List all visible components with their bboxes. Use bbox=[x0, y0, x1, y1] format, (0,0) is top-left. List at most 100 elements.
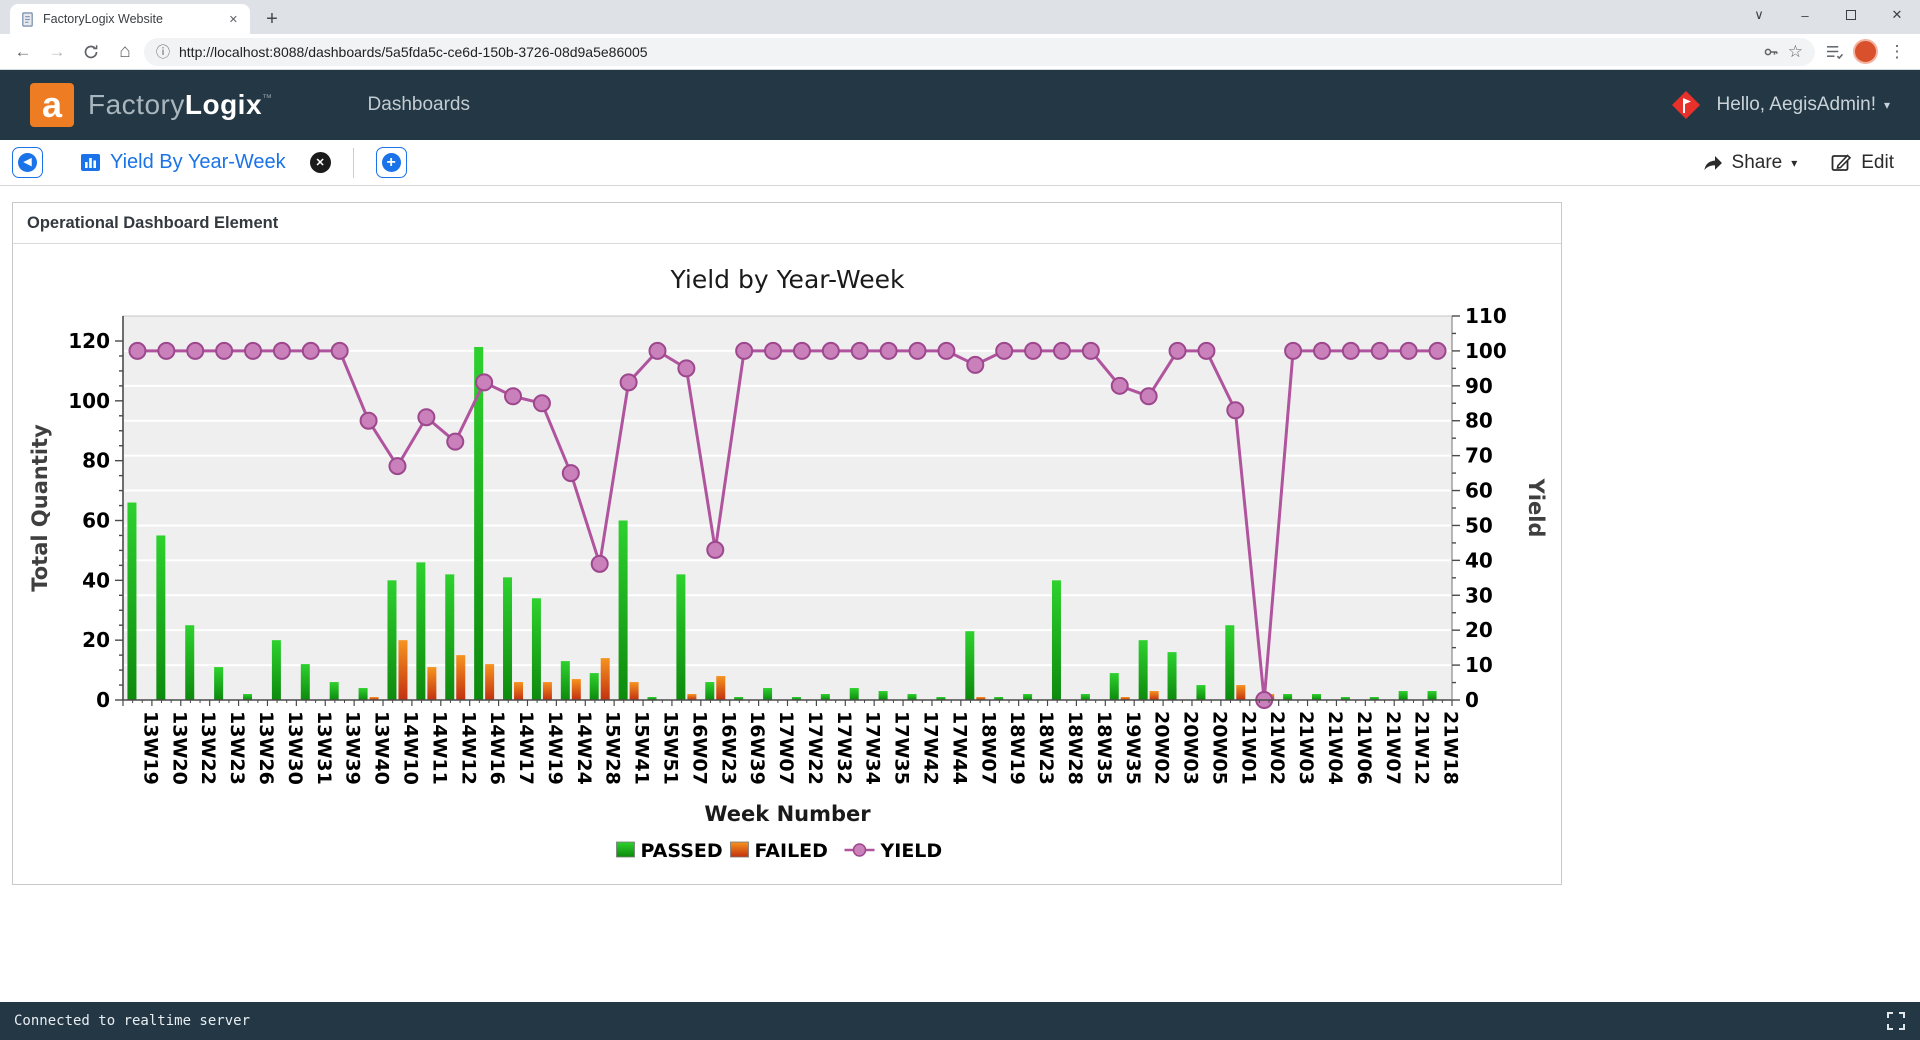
svg-text:17W34: 17W34 bbox=[862, 711, 884, 785]
svg-text:13W20: 13W20 bbox=[168, 711, 190, 785]
share-button[interactable]: Share ▾ bbox=[1703, 151, 1797, 174]
browser-menu-kebab-icon[interactable]: ⋮ bbox=[1888, 41, 1906, 61]
url-bar: ← → ⌂ ⓘ http://localhost:8088/dashboards… bbox=[0, 34, 1920, 70]
svg-text:16W39: 16W39 bbox=[746, 711, 768, 785]
svg-text:0: 0 bbox=[1465, 688, 1479, 712]
yield-markers bbox=[128, 341, 1447, 709]
svg-text:20W05: 20W05 bbox=[1208, 711, 1230, 785]
brand-wordmark: Factory Logix ™ bbox=[88, 89, 273, 121]
svg-text:18W23: 18W23 bbox=[1035, 711, 1057, 785]
svg-text:21W02: 21W02 bbox=[1266, 711, 1288, 785]
collapse-panel-button[interactable]: ◀ bbox=[12, 147, 43, 178]
refresh-icon[interactable] bbox=[76, 37, 106, 67]
svg-text:100: 100 bbox=[68, 389, 110, 413]
close-view-icon[interactable]: ✕ bbox=[309, 152, 331, 173]
svg-text:17W32: 17W32 bbox=[833, 711, 855, 785]
svg-text:PASSED: PASSED bbox=[641, 840, 723, 862]
reading-list-icon[interactable] bbox=[1819, 37, 1849, 67]
svg-text:40: 40 bbox=[82, 568, 110, 592]
new-tab-button[interactable]: + bbox=[266, 7, 278, 30]
svg-text:21W04: 21W04 bbox=[1324, 711, 1346, 785]
brand-logix: Logix bbox=[184, 89, 263, 120]
svg-text:13W19: 13W19 bbox=[139, 711, 161, 785]
svg-text:17W22: 17W22 bbox=[804, 711, 826, 785]
share-label: Share bbox=[1731, 151, 1783, 173]
svg-text:17W35: 17W35 bbox=[891, 711, 913, 785]
svg-text:13W26: 13W26 bbox=[255, 711, 277, 785]
svg-text:17W44: 17W44 bbox=[948, 711, 970, 785]
add-view-button[interactable]: + bbox=[375, 147, 407, 178]
svg-text:17W07: 17W07 bbox=[775, 711, 797, 785]
close-window-icon[interactable]: ✕ bbox=[1891, 7, 1903, 22]
svg-text:80: 80 bbox=[1465, 409, 1493, 433]
greeting-text: Hello, AegisAdmin! bbox=[1716, 94, 1876, 115]
svg-text:21W12: 21W12 bbox=[1411, 711, 1433, 785]
url-text: http://localhost:8088/dashboards/5a5fda5… bbox=[179, 43, 648, 60]
back-icon[interactable]: ← bbox=[14, 41, 32, 61]
svg-text:20: 20 bbox=[1465, 618, 1493, 642]
svg-text:Yield by Year-Week: Yield by Year-Week bbox=[670, 265, 905, 294]
alert-flag-icon[interactable] bbox=[1669, 88, 1703, 122]
edit-label: Edit bbox=[1861, 151, 1894, 173]
svg-text:Yield: Yield bbox=[1524, 478, 1548, 538]
browser-tab-strip: FactoryLogix Website ✕ + ∨ – ✕ bbox=[0, 0, 1920, 34]
maximize-icon[interactable] bbox=[1828, 0, 1874, 30]
info-icon[interactable]: ⓘ bbox=[156, 43, 170, 60]
svg-text:13W31: 13W31 bbox=[313, 711, 335, 785]
favicon-document-icon bbox=[20, 11, 35, 27]
app-header: a Factory Logix ™ Dashboards Hello, AegisA… bbox=[0, 70, 1920, 140]
svg-text:YIELD: YIELD bbox=[880, 840, 943, 862]
svg-text:110: 110 bbox=[1465, 304, 1507, 328]
home-icon[interactable]: ⌂ bbox=[119, 40, 131, 62]
edit-icon bbox=[1831, 154, 1852, 171]
svg-text:19W35: 19W35 bbox=[1122, 711, 1144, 785]
dashboard-view-tab[interactable]: Yield By Year-Week ✕ bbox=[81, 151, 331, 174]
svg-text:100: 100 bbox=[1465, 339, 1507, 363]
browser-tab[interactable]: FactoryLogix Website ✕ bbox=[10, 4, 250, 34]
svg-text:15W41: 15W41 bbox=[631, 711, 653, 785]
minimize-icon[interactable]: – bbox=[1801, 7, 1809, 23]
svg-text:30: 30 bbox=[1465, 583, 1493, 607]
plus-icon: + bbox=[381, 153, 401, 172]
profile-avatar[interactable] bbox=[1853, 39, 1878, 64]
factorylogix-logo: a bbox=[30, 83, 74, 127]
bookmark-star-icon[interactable]: ☆ bbox=[1787, 41, 1803, 61]
fullscreen-icon[interactable] bbox=[1886, 1011, 1906, 1031]
view-title: Yield By Year-Week bbox=[110, 151, 286, 173]
svg-text:14W11: 14W11 bbox=[428, 711, 450, 785]
svg-text:20: 20 bbox=[82, 628, 110, 652]
svg-text:10: 10 bbox=[1465, 653, 1493, 677]
svg-text:120: 120 bbox=[68, 329, 110, 353]
svg-text:13W40: 13W40 bbox=[371, 711, 393, 785]
svg-text:60: 60 bbox=[1465, 479, 1493, 503]
svg-text:13W22: 13W22 bbox=[197, 711, 219, 785]
dashboard-toolbar: ◀ Yield By Year-Week ✕ + Share ▾ Edit bbox=[0, 140, 1920, 186]
svg-text:17W42: 17W42 bbox=[920, 711, 942, 785]
svg-text:14W12: 14W12 bbox=[457, 711, 479, 785]
svg-text:14W10: 14W10 bbox=[399, 711, 421, 785]
nav-dashboards[interactable]: Dashboards bbox=[367, 94, 470, 115]
divider bbox=[352, 147, 354, 178]
svg-text:14W17: 14W17 bbox=[515, 711, 537, 785]
svg-text:18W07: 18W07 bbox=[977, 711, 999, 785]
tab-title: FactoryLogix Website bbox=[43, 12, 163, 26]
svg-text:14W19: 14W19 bbox=[544, 711, 566, 785]
svg-text:21W06: 21W06 bbox=[1353, 711, 1375, 785]
user-menu[interactable]: Hello, AegisAdmin! ▾ bbox=[1717, 94, 1891, 116]
tab-search-icon[interactable]: ∨ bbox=[1754, 7, 1764, 22]
edit-button[interactable]: Edit bbox=[1831, 152, 1894, 174]
svg-text:21W01: 21W01 bbox=[1237, 711, 1259, 785]
password-key-icon[interactable] bbox=[1763, 44, 1779, 60]
svg-text:21W03: 21W03 bbox=[1295, 711, 1317, 785]
forward-icon[interactable]: → bbox=[48, 41, 66, 61]
svg-text:Total Quantity: Total Quantity bbox=[28, 424, 52, 592]
address-input[interactable]: ⓘ http://localhost:8088/dashboards/5a5fd… bbox=[144, 37, 1815, 66]
window-controls: ∨ – ✕ bbox=[1736, 0, 1920, 30]
svg-text:20W03: 20W03 bbox=[1180, 711, 1202, 785]
failed-bars bbox=[369, 640, 1275, 700]
share-icon bbox=[1704, 155, 1722, 170]
svg-text:16W23: 16W23 bbox=[717, 711, 739, 785]
svg-text:15W51: 15W51 bbox=[659, 711, 681, 785]
svg-text:21W18: 21W18 bbox=[1440, 711, 1462, 785]
tab-close-icon[interactable]: ✕ bbox=[228, 13, 238, 26]
